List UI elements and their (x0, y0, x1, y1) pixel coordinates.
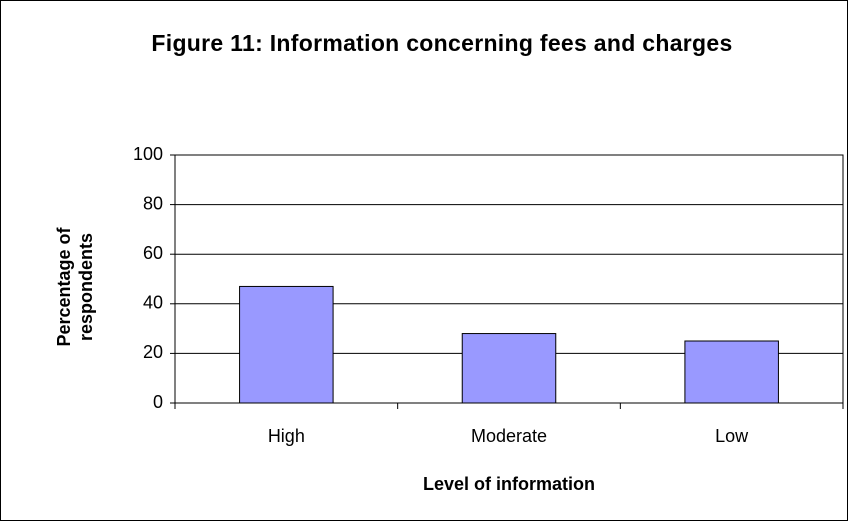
y-tick-label: 100 (133, 144, 163, 164)
chart-title: Figure 11: Information concerning fees a… (151, 30, 733, 56)
x-tick-label: Low (715, 426, 749, 446)
y-axis-label: Percentage of respondents (54, 227, 96, 347)
x-axis-label: Level of information (422, 474, 595, 494)
y-tick-label: 60 (143, 243, 163, 263)
bar (684, 340, 779, 404)
bar (461, 333, 557, 404)
x-tick-label: High (268, 426, 305, 446)
y-tick-label: 20 (143, 342, 163, 362)
y-tick-label: 40 (143, 293, 163, 313)
bar (239, 285, 334, 404)
y-tick-label: 0 (153, 392, 163, 412)
y-tick-label: 80 (143, 193, 163, 213)
x-tick-label: Moderate (471, 426, 547, 446)
